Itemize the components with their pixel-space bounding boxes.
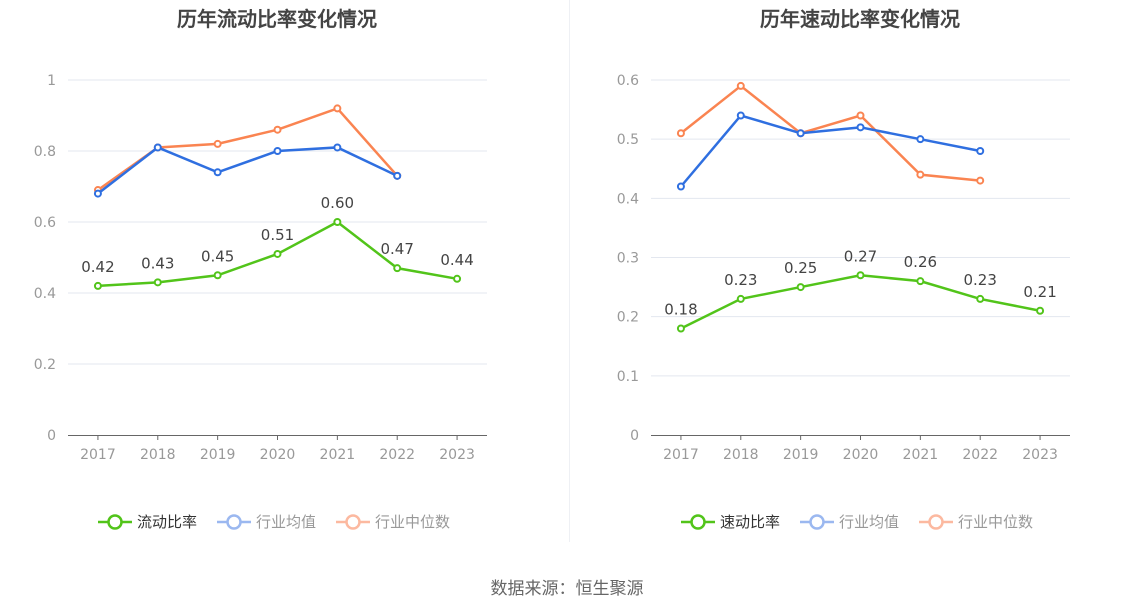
y-tick-label: 0.2	[34, 357, 56, 373]
data-point	[273, 249, 282, 258]
x-tick-label: 2022	[962, 447, 998, 463]
data-point	[856, 123, 865, 132]
x-tick-label: 2019	[783, 447, 819, 463]
y-tick-label: 0	[47, 428, 56, 444]
series-line-2	[97, 106, 399, 192]
data-label: 0.18	[664, 301, 697, 319]
data-point	[916, 135, 925, 144]
x-tick-label: 2020	[843, 447, 879, 463]
data-point	[213, 271, 222, 280]
x-tick-label: 2019	[200, 447, 236, 463]
y-tick-label: 0.8	[34, 144, 56, 160]
x-tick-label: 2021	[320, 447, 356, 463]
data-point	[213, 168, 222, 177]
data-point	[1036, 306, 1045, 315]
legend-item-label[interactable]: 速动比率	[720, 513, 780, 531]
chart-title: 历年流动比率变化情况	[177, 7, 377, 31]
data-label: 0.47	[381, 240, 414, 258]
legend-item-marker[interactable]	[928, 514, 944, 530]
x-tick-label: 2017	[663, 447, 699, 463]
data-point	[273, 147, 282, 155]
x-tick-label: 2020	[260, 447, 296, 463]
data-label: 0.26	[904, 253, 937, 271]
data-label: 0.45	[201, 247, 234, 265]
x-tick-label: 2018	[723, 447, 759, 463]
data-point	[153, 143, 162, 152]
data-label: 0.23	[724, 271, 757, 289]
data-point	[333, 143, 342, 152]
data-point	[796, 129, 805, 138]
series-line-2	[680, 84, 981, 182]
data-point	[796, 283, 805, 292]
data-label: 0.23	[964, 271, 997, 289]
data-point	[93, 281, 102, 290]
data-point	[736, 111, 745, 120]
data-label: 0.51	[261, 226, 294, 244]
y-tick-label: 0	[630, 428, 639, 444]
data-label: 0.25	[784, 259, 817, 277]
data-point	[93, 189, 102, 198]
data-point	[153, 278, 162, 287]
data-point	[856, 271, 865, 280]
x-tick-label: 2022	[379, 447, 415, 463]
series-line-1	[97, 146, 398, 195]
legend-item-label[interactable]: 行业中位数	[375, 513, 450, 531]
chart-title: 历年速动比率变化情况	[760, 7, 960, 31]
x-tick-label: 2021	[903, 447, 939, 463]
data-point	[453, 274, 462, 283]
series-line-1	[679, 114, 981, 188]
data-point	[333, 218, 342, 226]
data-point	[916, 277, 925, 286]
legend-item-label[interactable]: 行业均值	[256, 513, 316, 531]
data-label: 0.27	[844, 247, 877, 265]
legend-item-marker[interactable]	[345, 514, 361, 530]
legend-item-label[interactable]: 行业均值	[839, 513, 899, 531]
legend-item-label[interactable]: 行业中位数	[958, 513, 1033, 531]
data-point	[393, 264, 402, 273]
data-point	[333, 104, 342, 113]
data-point	[856, 111, 865, 120]
x-tick-label: 2023	[1022, 447, 1058, 463]
data-point	[273, 125, 282, 134]
data-point	[676, 129, 685, 138]
data-point	[916, 170, 925, 179]
data-label: 0.21	[1023, 283, 1056, 301]
data-point	[676, 324, 685, 333]
chart-divider	[569, 0, 570, 542]
data-point	[393, 171, 402, 180]
data-source: 数据来源：恒生聚源	[490, 579, 644, 599]
y-tick-label: 0.5	[617, 132, 639, 148]
legend-item-label[interactable]: 流动比率	[137, 513, 197, 531]
data-point	[976, 147, 985, 155]
y-tick-label: 1	[47, 73, 56, 89]
x-tick-label: 2017	[80, 447, 116, 463]
data-point	[976, 176, 985, 185]
data-label: 0.42	[81, 258, 114, 276]
legend-item-marker[interactable]	[107, 514, 123, 530]
y-tick-label: 0.4	[34, 286, 56, 302]
y-tick-label: 0.3	[617, 251, 639, 267]
y-tick-label: 0.2	[617, 310, 639, 326]
data-label: 0.43	[141, 254, 174, 272]
data-point	[736, 81, 745, 90]
y-tick-label: 0.4	[617, 191, 639, 207]
legend-item-marker[interactable]	[226, 514, 242, 530]
data-label: 0.60	[321, 194, 354, 212]
data-point	[676, 182, 685, 191]
x-tick-label: 2018	[140, 447, 176, 463]
y-tick-label: 0.6	[617, 73, 639, 89]
y-tick-label: 0.6	[34, 215, 56, 231]
legend-item-marker[interactable]	[809, 514, 825, 530]
data-label: 0.44	[440, 251, 473, 269]
legend-item-marker[interactable]	[690, 514, 706, 530]
x-tick-label: 2023	[439, 447, 475, 463]
y-tick-label: 0.1	[617, 369, 639, 385]
data-point	[736, 294, 745, 303]
data-point	[976, 294, 985, 303]
data-point	[213, 139, 222, 148]
